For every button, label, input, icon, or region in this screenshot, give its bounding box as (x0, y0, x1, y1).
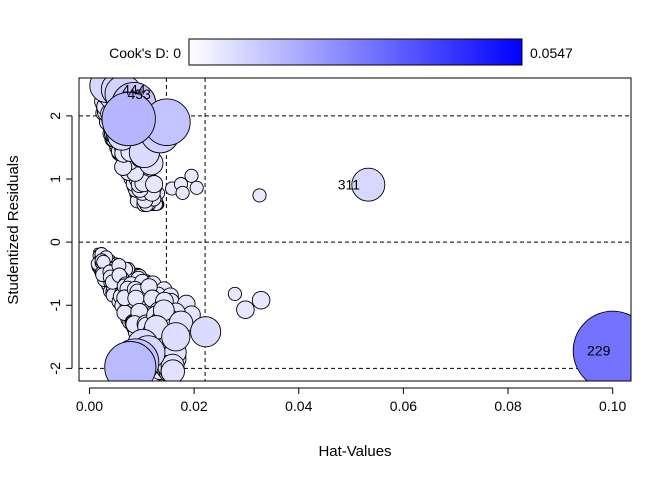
data-point (572, 310, 631, 381)
data-point (351, 167, 386, 202)
point-label: 453 (128, 86, 152, 102)
y-tick-label: 1 (47, 175, 63, 183)
y-tick-label: -2 (47, 362, 63, 375)
plot-frame (78, 77, 632, 382)
points-layer (89, 78, 631, 381)
data-point (227, 286, 242, 301)
data-point (252, 188, 267, 203)
data-point (189, 180, 204, 195)
data-point (101, 91, 156, 147)
y-tick-label: 0 (47, 238, 63, 246)
x-tick-label: 0.02 (180, 398, 207, 414)
y-axis: -2 -1 0 1 2 (47, 112, 73, 375)
data-point (160, 359, 185, 381)
x-axis-title: Hat-Values (318, 443, 391, 460)
data-point (190, 316, 222, 348)
x-tick-label: 0.04 (285, 398, 312, 414)
y-axis-title: Studentized Residuals (5, 155, 22, 304)
data-point (184, 168, 199, 183)
data-point (104, 341, 157, 381)
data-point (145, 175, 164, 194)
x-tick-label: 0.08 (494, 398, 521, 414)
point-label: 311 (338, 177, 361, 193)
data-point (161, 322, 191, 352)
point-label: 229 (587, 343, 611, 359)
y-tick-label: 2 (47, 112, 63, 120)
y-tick-label: -1 (47, 299, 63, 312)
data-point (251, 290, 271, 310)
colorbar-max-label: 0.0547 (530, 45, 573, 61)
x-axis: 0.00 0.02 0.04 0.06 0.08 0.10 (76, 387, 627, 414)
point-label: 444 (122, 81, 146, 97)
data-point (175, 185, 190, 200)
x-tick-label: 0.06 (390, 398, 417, 414)
colorbar (188, 38, 523, 66)
data-point (236, 300, 255, 319)
x-tick-label: 0.00 (76, 398, 103, 414)
x-tick-label: 0.10 (599, 398, 626, 414)
colorbar-min-label: Cook's D: 0 (109, 45, 181, 61)
